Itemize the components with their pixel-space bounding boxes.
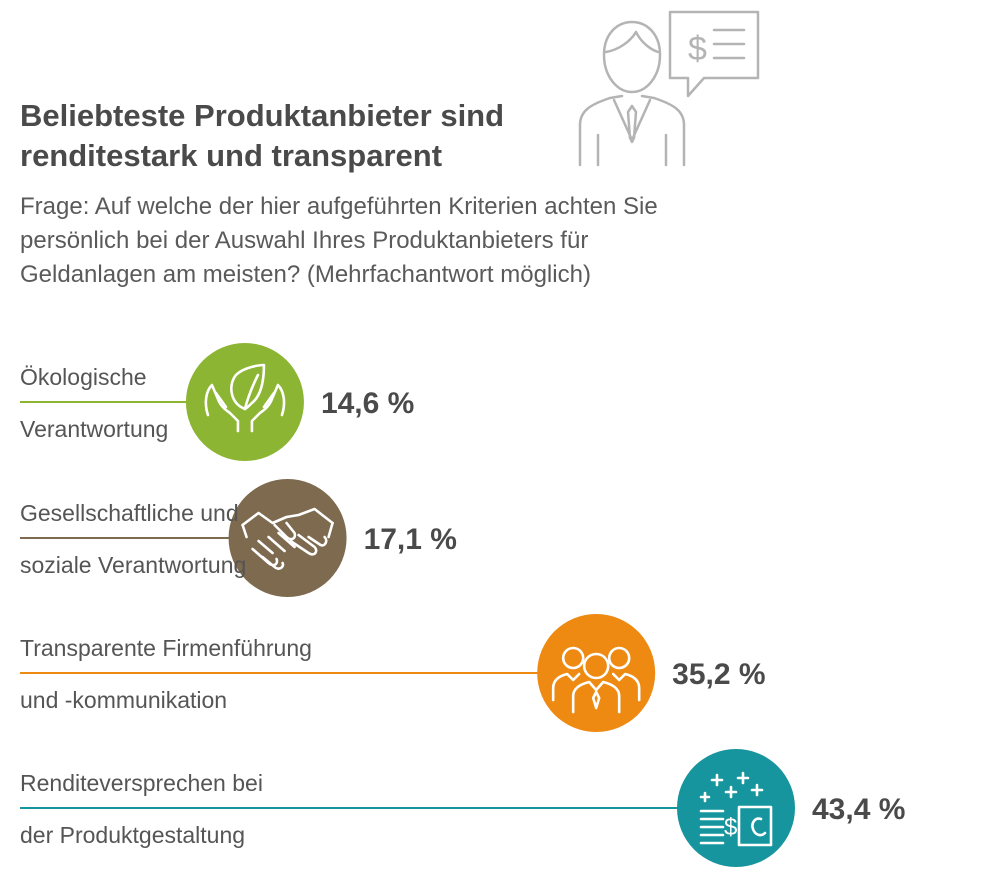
hands-with-leaf-icon bbox=[204, 363, 286, 433]
handshake-icon bbox=[241, 507, 334, 570]
category-label-1-line1: Ökologische bbox=[20, 364, 147, 390]
svg-text:$: $ bbox=[724, 814, 737, 841]
category-label-4-line1: Renditeversprechen bei bbox=[20, 770, 263, 796]
bar-bubble-3 bbox=[537, 614, 656, 732]
team-icon bbox=[551, 646, 641, 714]
value-label-2: 17,1 % bbox=[364, 523, 457, 556]
category-label-3-line1: Transparente Firmenführung bbox=[20, 635, 312, 661]
bar-bubble-4 bbox=[677, 749, 795, 867]
value-label-3: 35,2 % bbox=[672, 658, 765, 691]
chart-title: Beliebteste Produktanbieter sind rendite… bbox=[20, 98, 505, 173]
category-label-1-line2: Verantwortung bbox=[20, 416, 169, 442]
money-document-icon: $ bbox=[699, 771, 773, 847]
bar-bubble-1 bbox=[185, 343, 304, 461]
category-label-3-line2: und -kommunikation bbox=[20, 687, 228, 713]
value-label-4: 43,4 % bbox=[812, 793, 905, 826]
svg-text:$: $ bbox=[688, 30, 707, 68]
category-label-2-line1: Gesellschaftliche und bbox=[20, 500, 239, 526]
bar-group: 14,6 % 17,1 % 35,2 % $43,4 % bbox=[20, 343, 905, 867]
category-label-2-line2: soziale Verantwortung bbox=[20, 552, 247, 578]
businessman-with-speech-bubble-icon: $ bbox=[578, 10, 760, 167]
category-label-4-line2: der Produktgestaltung bbox=[20, 822, 246, 848]
value-label-1: 14,6 % bbox=[321, 387, 414, 420]
survey-question: Frage: Auf welche der hier aufgeführten … bbox=[20, 193, 658, 288]
